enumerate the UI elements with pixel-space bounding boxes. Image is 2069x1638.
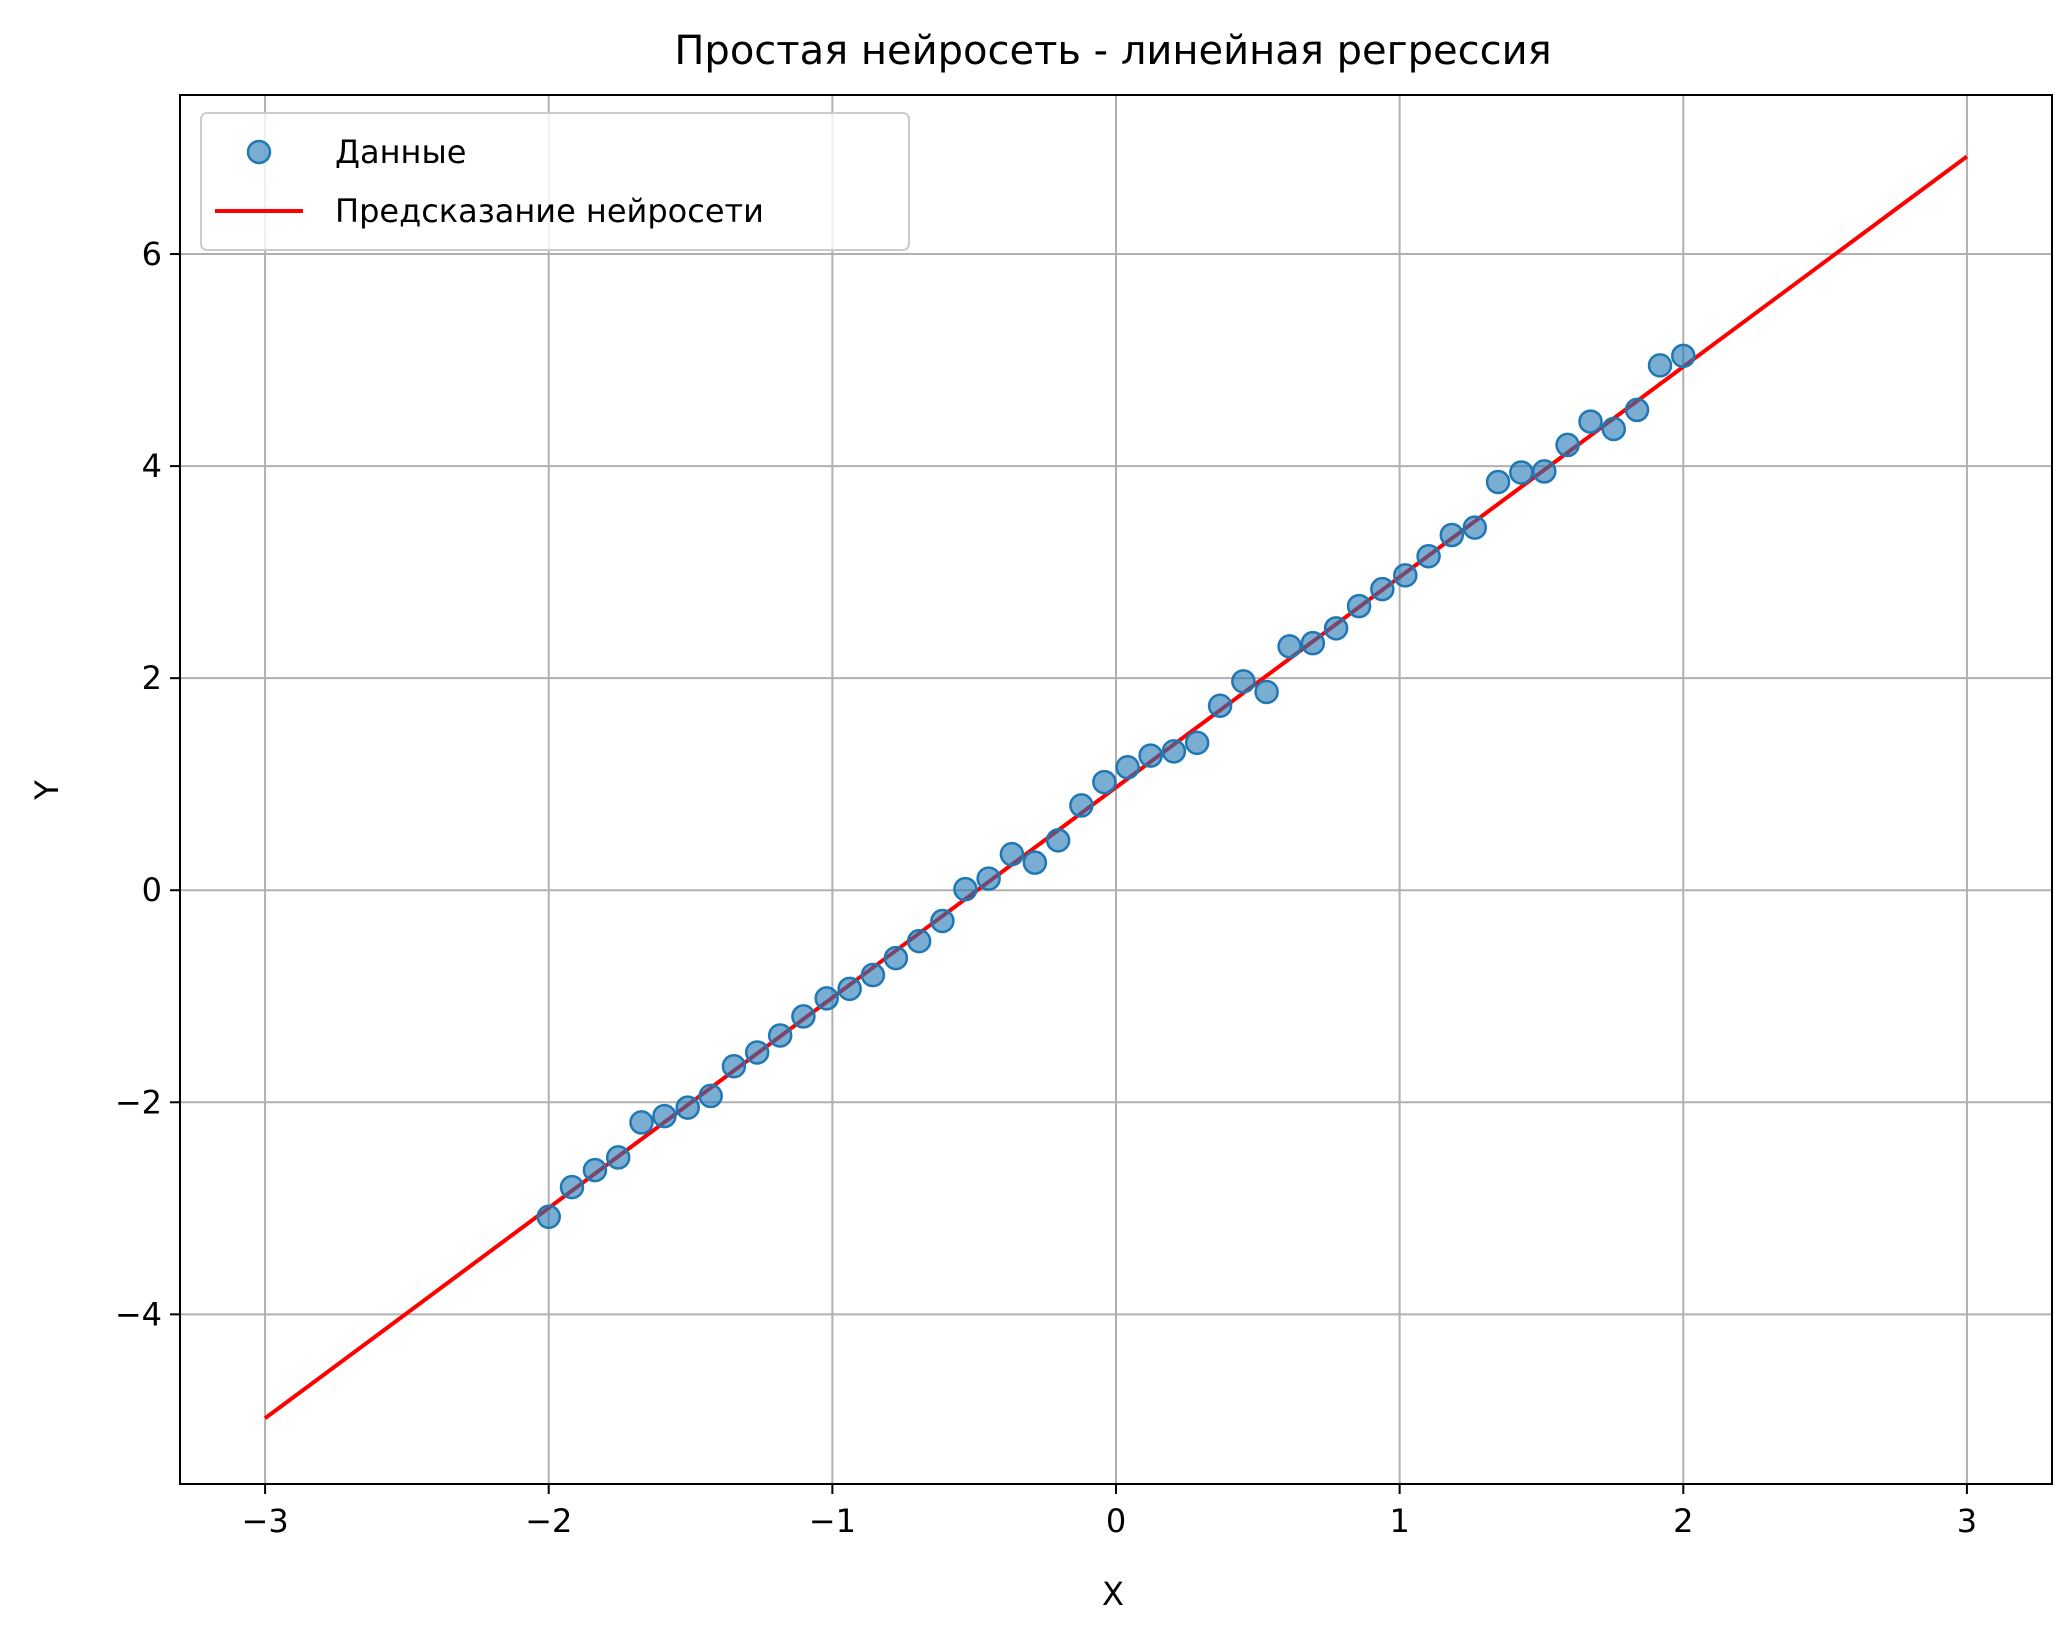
data-point [1647, 353, 1673, 378]
data-point [582, 1157, 608, 1183]
y-tick-label: −2 [115, 1083, 162, 1121]
data-point [930, 908, 955, 934]
data-point [837, 976, 862, 1002]
data-point [629, 1110, 654, 1135]
series-scatter-group [536, 343, 1696, 1230]
data-point [1300, 630, 1326, 656]
data-point [1138, 743, 1163, 768]
data-point [1184, 730, 1210, 756]
legend: Данные Предсказание нейросети [200, 112, 910, 251]
chart-title: Простая нейросеть - линейная регрессия [674, 28, 1551, 74]
data-point [1462, 515, 1488, 540]
y-tick-label: 2 [142, 659, 162, 697]
data-point [1393, 563, 1418, 588]
data-point [1578, 409, 1603, 434]
data-point [605, 1145, 631, 1170]
data-point [860, 962, 886, 988]
data-point [1231, 669, 1256, 694]
data-point [1509, 460, 1534, 485]
legend-marker-data [246, 139, 272, 165]
data-point [1069, 793, 1094, 818]
legend-box [200, 112, 910, 251]
x-tick-label: −2 [525, 1502, 572, 1540]
x-tick-label: 0 [1106, 1502, 1126, 1540]
data-point [1532, 459, 1557, 484]
grid [180, 95, 2052, 1484]
data-point [721, 1053, 747, 1079]
data-point [767, 1023, 793, 1048]
data-point [1115, 754, 1140, 780]
data-point [1370, 576, 1395, 602]
data-point [883, 945, 909, 971]
data-point [1161, 739, 1187, 764]
legend-label-data: Данные [335, 133, 466, 171]
data-point [1601, 416, 1627, 442]
data-point [1277, 634, 1302, 659]
data-point [1092, 769, 1117, 795]
data-point [536, 1204, 561, 1230]
x-tick-label: −1 [809, 1502, 856, 1540]
data-point [1671, 343, 1696, 369]
y-tick-label: 6 [142, 235, 162, 273]
x-axis-label: X [1102, 1575, 1124, 1613]
data-point [814, 986, 839, 1011]
data-point [1254, 679, 1279, 705]
data-point [1022, 850, 1048, 875]
data-point [1439, 522, 1465, 548]
x-tick-label: 2 [1673, 1502, 1693, 1540]
x-ticks: −3 −2 −1 0 1 2 3 [242, 1484, 1977, 1540]
data-point [675, 1095, 700, 1120]
data-point [1323, 616, 1349, 641]
data-point [976, 866, 1001, 891]
data-point [698, 1083, 723, 1109]
y-ticks: −4 −2 0 2 4 6 [115, 235, 180, 1333]
legend-label-prediction: Предсказание нейросети [335, 192, 764, 230]
data-point [906, 928, 932, 954]
data-point [559, 1174, 585, 1200]
data-point [744, 1040, 770, 1065]
data-point [953, 876, 978, 902]
y-tick-label: 4 [142, 447, 162, 485]
y-tick-label: −4 [115, 1295, 162, 1333]
data-point [1207, 693, 1233, 718]
x-tick-label: 3 [1957, 1502, 1977, 1540]
data-point [1416, 543, 1441, 569]
data-point [652, 1103, 677, 1129]
data-point [1045, 828, 1071, 853]
x-tick-label: −3 [242, 1502, 289, 1540]
data-point [1624, 397, 1650, 423]
y-tick-label: 0 [142, 871, 162, 909]
x-tick-label: 1 [1389, 1502, 1409, 1540]
data-point [1346, 593, 1372, 619]
data-point [791, 1004, 816, 1029]
data-point [1485, 469, 1511, 495]
y-axis-label: Y [28, 780, 66, 801]
data-point [999, 841, 1025, 867]
data-point [1555, 432, 1580, 458]
